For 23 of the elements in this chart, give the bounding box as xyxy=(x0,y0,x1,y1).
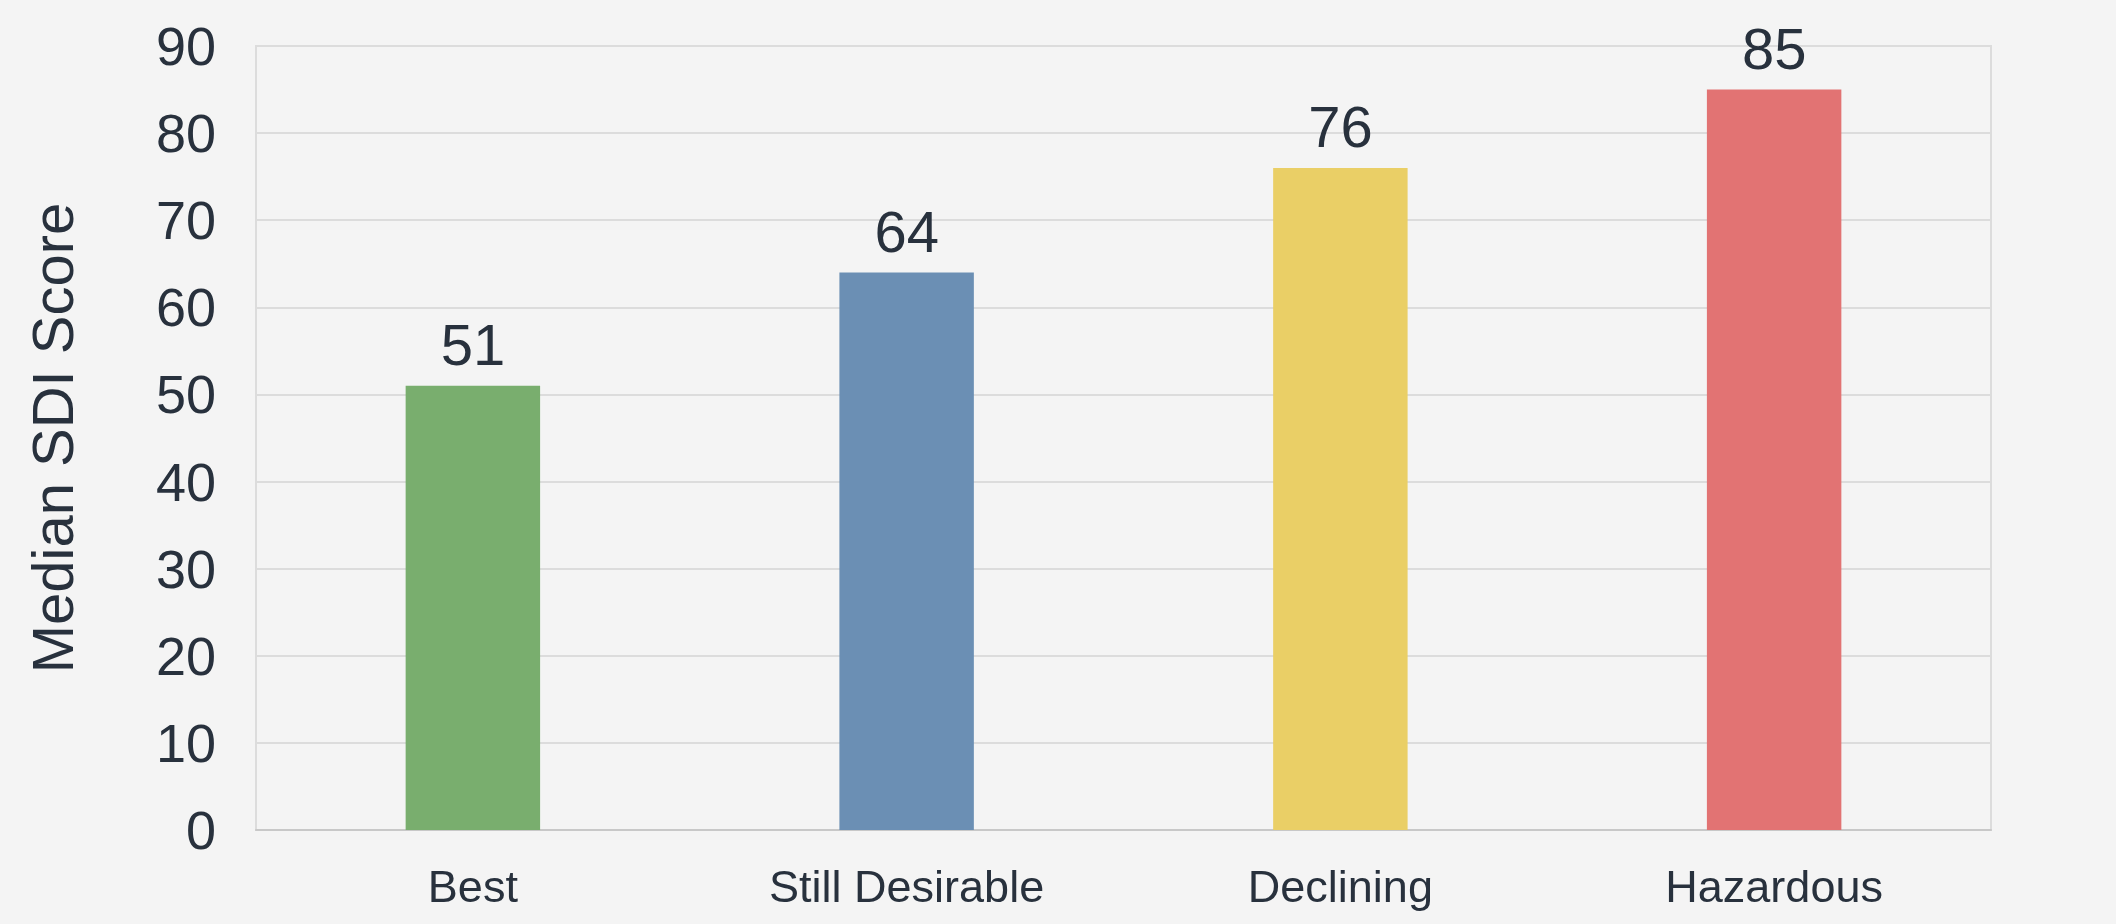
x-tick-label: Best xyxy=(427,861,519,912)
y-tick-label: 40 xyxy=(155,451,216,512)
data-label: 51 xyxy=(440,312,506,378)
bar xyxy=(1706,89,1842,830)
y-tick-label: 80 xyxy=(155,103,216,164)
x-tick-label: Declining xyxy=(1247,861,1433,912)
bar xyxy=(1273,167,1408,830)
y-tick-label: 70 xyxy=(155,190,216,251)
x-tick-label: Hazardous xyxy=(1665,861,1883,912)
y-tick-label: 20 xyxy=(155,625,216,686)
y-tick-label: 10 xyxy=(155,712,216,773)
y-tick-label: 30 xyxy=(155,538,216,599)
y-tick-label: 90 xyxy=(155,16,216,76)
data-label: 64 xyxy=(874,198,939,264)
y-tick-label: 60 xyxy=(155,277,216,338)
y-axis-title: Median SDI Score xyxy=(19,202,85,674)
data-label: 85 xyxy=(1741,16,1807,82)
data-label: 76 xyxy=(1308,94,1373,160)
bar xyxy=(405,385,541,830)
x-tick-label: Still Desirable xyxy=(769,861,1045,912)
bar xyxy=(839,272,974,830)
y-tick-label: 50 xyxy=(155,364,216,425)
y-tick-label: 0 xyxy=(185,800,216,860)
